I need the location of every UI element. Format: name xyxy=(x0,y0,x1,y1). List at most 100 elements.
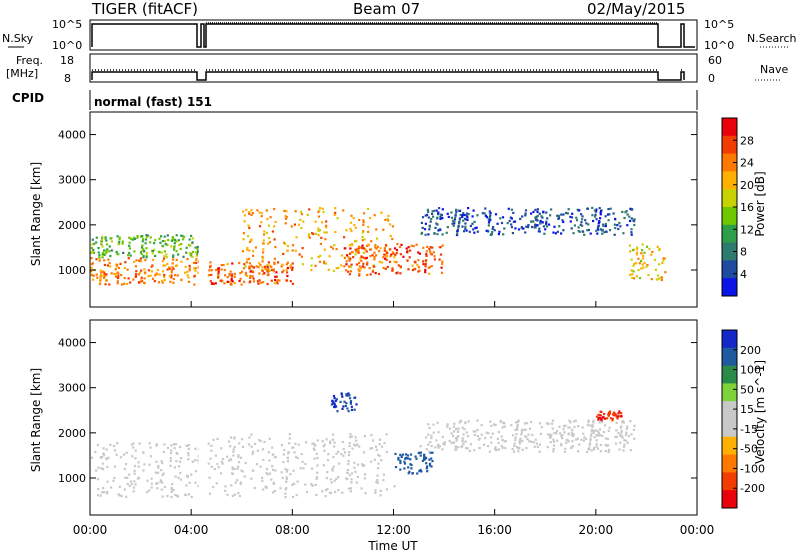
heatmap-cell xyxy=(511,232,514,235)
ytick-label: 1000 xyxy=(58,264,86,277)
heatmap-cell xyxy=(356,463,360,466)
heatmap-cell xyxy=(360,259,363,262)
heatmap-cell xyxy=(194,251,197,254)
heatmap-cell xyxy=(335,267,338,270)
heatmap-cell xyxy=(170,239,173,242)
heatmap-cell xyxy=(599,450,602,453)
heatmap-cell xyxy=(287,452,290,455)
heatmap-cell xyxy=(516,426,519,430)
heatmap-cell xyxy=(497,233,500,236)
heatmap-cell xyxy=(597,413,600,416)
heatmap-cell xyxy=(313,457,316,460)
heatmap-cell xyxy=(129,480,133,483)
heatmap-cell xyxy=(210,449,213,452)
heatmap-cell xyxy=(540,221,543,224)
heatmap-cell xyxy=(400,455,403,458)
heatmap-cell xyxy=(292,244,295,247)
heatmap-cell xyxy=(100,238,103,242)
heatmap-cell xyxy=(318,260,322,263)
heatmap-cell xyxy=(354,253,357,256)
heatmap-cell xyxy=(476,230,479,233)
heatmap-cell xyxy=(468,449,471,453)
heatmap-cell xyxy=(125,495,128,498)
heatmap-cell xyxy=(500,221,504,225)
heatmap-cell xyxy=(300,210,303,213)
heatmap-cell xyxy=(217,466,220,469)
heatmap-cell xyxy=(465,229,468,232)
heatmap-cell xyxy=(156,487,159,490)
heatmap-cell xyxy=(425,213,429,217)
heatmap-cell xyxy=(624,433,628,436)
heatmap-cell xyxy=(194,246,197,249)
heatmap-cell xyxy=(171,237,174,240)
heatmap-cell xyxy=(340,453,343,456)
heatmap-cell xyxy=(105,273,108,276)
heatmap-cell xyxy=(257,266,260,269)
heatmap-cell xyxy=(315,493,318,497)
heatmap-cell xyxy=(188,481,191,484)
heatmap-cell xyxy=(224,274,227,277)
heatmap-cell xyxy=(286,245,289,248)
heatmap-cell xyxy=(341,440,344,444)
heatmap-cell xyxy=(523,428,526,432)
heatmap-cell xyxy=(614,217,617,221)
heatmap-cell xyxy=(207,462,210,465)
heatmap-cell xyxy=(187,447,190,450)
heatmap-cell xyxy=(354,470,357,473)
heatmap-cell xyxy=(543,232,546,235)
colorbar-segment xyxy=(722,330,737,349)
heatmap-cell xyxy=(414,261,417,264)
nsearch-tick-top: 10^5 xyxy=(704,18,734,31)
heatmap-cell xyxy=(361,235,364,238)
heatmap-cell xyxy=(516,424,519,427)
heatmap-cell xyxy=(349,400,353,403)
heatmap-cell xyxy=(261,476,264,479)
heatmap-cell xyxy=(590,430,593,433)
heatmap-cell xyxy=(588,446,591,449)
heatmap-cell xyxy=(344,404,347,407)
heatmap-cell xyxy=(160,235,163,238)
heatmap-cell xyxy=(452,224,455,227)
heatmap-cell xyxy=(546,446,549,449)
heatmap-cell xyxy=(363,247,366,250)
heatmap-cell xyxy=(192,261,196,264)
heatmap-cell xyxy=(464,440,467,443)
heatmap-cell xyxy=(252,254,255,257)
heatmap-cell xyxy=(514,227,517,230)
heatmap-cell xyxy=(350,405,353,408)
heatmap-cell xyxy=(560,444,563,447)
heatmap-cell xyxy=(105,239,108,242)
heatmap-cell xyxy=(407,457,410,460)
heatmap-cell xyxy=(276,279,279,282)
heatmap-cell xyxy=(422,260,425,263)
heatmap-cell xyxy=(377,272,381,276)
heatmap-cell xyxy=(431,212,434,215)
heatmap-cell xyxy=(548,223,551,226)
heatmap-cell xyxy=(418,252,421,255)
heatmap-cell xyxy=(433,258,436,261)
heatmap-cell xyxy=(428,228,431,231)
heatmap-cell xyxy=(572,420,576,423)
heatmap-cell xyxy=(420,470,423,473)
heatmap-cell xyxy=(462,230,466,233)
heatmap-cell xyxy=(277,261,280,264)
colorbar-tick-label: 28 xyxy=(740,134,754,147)
heatmap-cell xyxy=(437,443,440,446)
heatmap-cell xyxy=(419,445,422,448)
heatmap-cell xyxy=(142,469,145,472)
heatmap-cell xyxy=(423,458,427,461)
heatmap-cell xyxy=(427,233,430,236)
heatmap-cell xyxy=(357,251,360,254)
heatmap-cell xyxy=(278,279,281,282)
heatmap-cell xyxy=(361,265,364,268)
heatmap-cell xyxy=(476,428,479,432)
heatmap-cell xyxy=(353,443,356,446)
heatmap-cell xyxy=(275,275,278,278)
heatmap-cell xyxy=(117,277,120,280)
heatmap-cell xyxy=(217,269,220,272)
heatmap-cell xyxy=(166,243,169,246)
heatmap-cell xyxy=(364,492,367,495)
heatmap-cell xyxy=(594,213,597,216)
heatmap-cell xyxy=(265,468,268,471)
colorbar-tick-label: 50 xyxy=(740,383,754,396)
